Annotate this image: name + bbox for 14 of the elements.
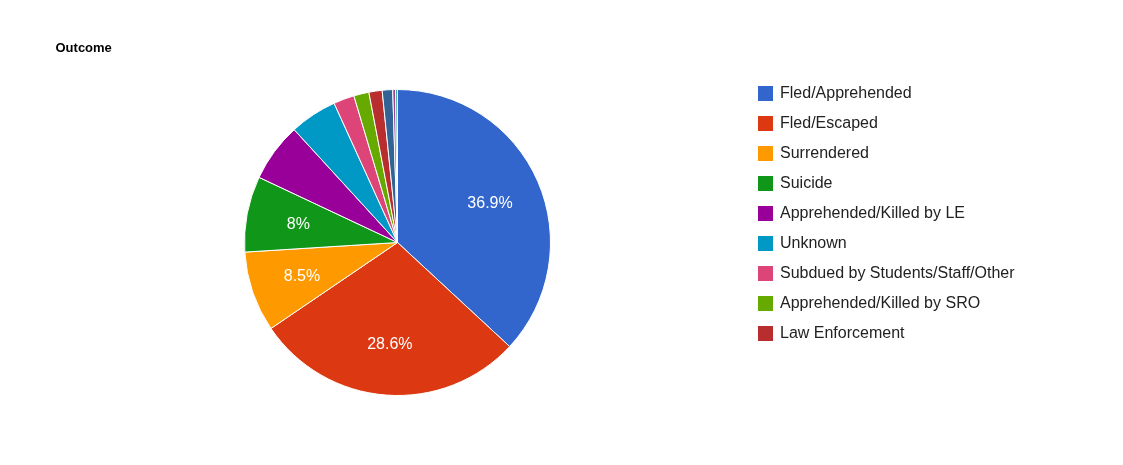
data-label: 28.6%	[367, 334, 413, 352]
legend-label: Fled/Apprehended	[780, 84, 912, 102]
legend-label: Suicide	[780, 174, 833, 192]
data-label: 8.5%	[283, 266, 321, 284]
data-label: 36.9%	[467, 193, 513, 211]
legend-label: Apprehended/Killed by SRO	[780, 294, 981, 312]
legend-label: Subdued by Students/Staff/Other	[780, 264, 1015, 282]
text: Outcome	[55, 40, 112, 55]
data-label: 8%	[286, 215, 310, 233]
legend-label: Fled/Escaped	[780, 114, 878, 132]
legend-label: Surrendered	[780, 144, 869, 162]
legend-label: Law Enforcement	[780, 324, 905, 342]
legend-label: Apprehended/Killed by LE	[780, 204, 966, 222]
legend-label: Unknown	[780, 234, 847, 252]
